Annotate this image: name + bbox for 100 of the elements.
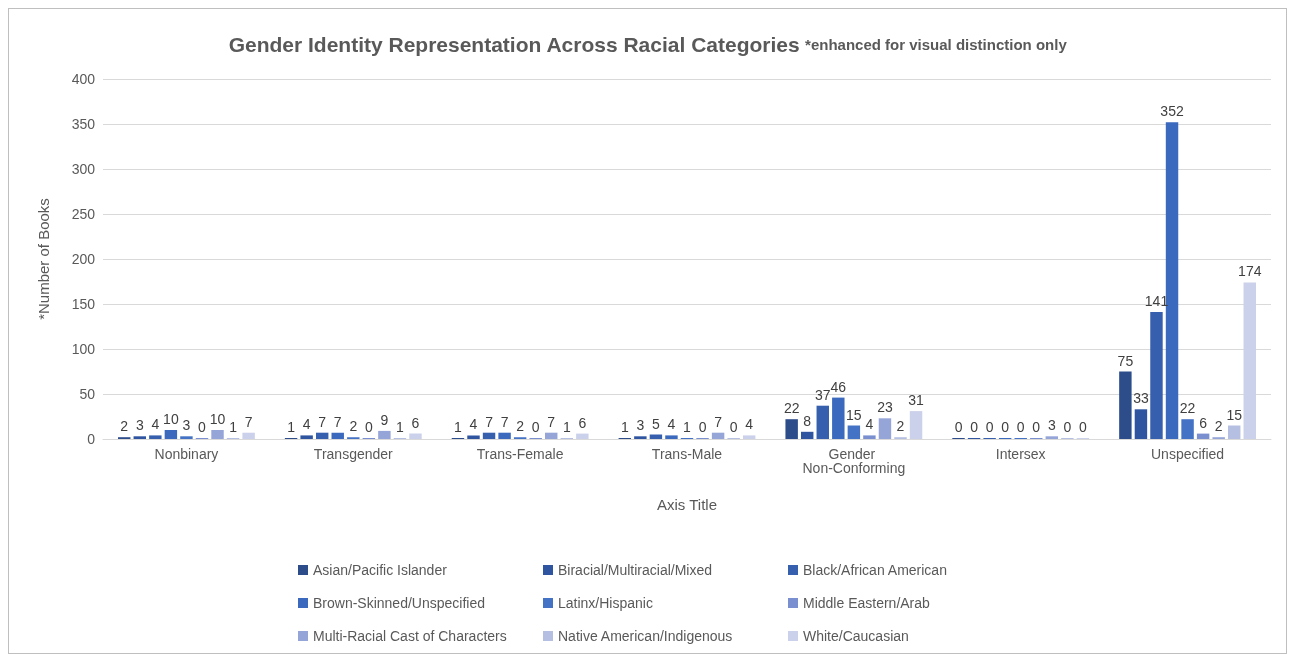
bar: [909, 411, 923, 439]
data-label: 9: [380, 411, 389, 428]
bar: [1228, 425, 1241, 439]
bar: [149, 435, 162, 439]
bar: [800, 431, 814, 439]
chart-subtitle: *enhanced for visual distinction only: [805, 36, 1068, 53]
chart-title: Gender Identity Representation Across Racial Categories: [228, 33, 800, 56]
bar: [785, 419, 798, 439]
data-label: 1: [562, 419, 571, 435]
data-label: 1: [620, 419, 629, 435]
legend-label: Native American/Indigenous: [558, 628, 733, 644]
bar: [1045, 436, 1059, 439]
data-label: 5: [652, 415, 661, 432]
data-label: 1: [229, 419, 238, 435]
bar: [315, 432, 329, 439]
data-label: 0: [729, 419, 738, 435]
bar: [1119, 371, 1132, 439]
legend-label: Black/African American: [803, 562, 947, 578]
data-label: 6: [578, 414, 587, 431]
legend-label: Latinx/Hispanic: [558, 595, 653, 611]
y-tick-label: 50: [79, 386, 96, 402]
data-label: 10: [209, 411, 226, 427]
data-label: 3: [1047, 417, 1056, 434]
data-label: 1: [454, 419, 463, 435]
bar: [1196, 433, 1210, 439]
bar: [482, 432, 496, 439]
data-label: 0: [1079, 419, 1088, 435]
x-axis-title: Axis Title: [656, 496, 718, 513]
data-label: 15: [1226, 406, 1243, 423]
data-label: 0: [970, 419, 979, 435]
data-label: 0: [698, 419, 707, 435]
data-label: 75: [1117, 352, 1134, 369]
bar: [331, 432, 344, 439]
x-tick-label: Trans-Female: [476, 446, 564, 462]
x-tick-label: Nonbinary: [154, 446, 219, 462]
x-tick-label: Intersex: [995, 446, 1046, 462]
bar: [378, 430, 391, 439]
data-label: 7: [547, 413, 556, 430]
bar: [576, 433, 589, 439]
bar: [1181, 419, 1194, 439]
data-label: 2: [516, 418, 525, 435]
x-tick-label: Unspecified: [1150, 446, 1225, 462]
data-label: 6: [411, 414, 420, 431]
legend-label: Middle Eastern/Arab: [803, 595, 931, 611]
data-label: 0: [531, 419, 540, 435]
data-label: 3: [636, 417, 645, 434]
y-tick-label: 300: [71, 161, 96, 177]
data-label: 4: [302, 416, 311, 433]
bar: [133, 436, 146, 439]
bar: [1243, 282, 1256, 439]
x-tick-label: Trans-Male: [651, 446, 723, 462]
bar: [211, 430, 224, 439]
bar: [180, 436, 193, 439]
data-label: 2: [896, 418, 905, 435]
bar: [878, 418, 892, 439]
x-tick-label: Transgender: [313, 446, 394, 462]
data-label: 33: [1133, 390, 1149, 407]
data-label: 0: [1001, 419, 1010, 435]
bar: [467, 435, 480, 439]
bar: [498, 432, 511, 439]
data-label: 3: [135, 417, 144, 434]
y-tick-label: 100: [71, 341, 96, 357]
data-label: 4: [151, 416, 160, 433]
y-tick-label: 250: [71, 206, 96, 222]
data-label: 0: [1032, 419, 1041, 435]
data-label: 2: [349, 418, 358, 435]
bar: [164, 430, 178, 439]
y-tick-label: 0: [87, 431, 96, 447]
data-label: 0: [198, 419, 207, 435]
legend-label: Brown-Skinned/Unspecified: [313, 595, 485, 611]
data-label: 1: [396, 419, 405, 435]
data-label: 2: [1214, 418, 1223, 435]
bar: [634, 436, 647, 439]
bar: [711, 432, 725, 439]
data-label: 1: [287, 419, 296, 435]
bar: [300, 435, 313, 439]
data-label: 0: [1016, 419, 1025, 435]
bar: [242, 432, 255, 439]
data-label: 7: [714, 413, 723, 430]
data-label: 15: [846, 406, 862, 423]
data-label: 3: [182, 417, 191, 434]
data-label: 6: [1199, 414, 1208, 431]
data-label: 2: [120, 418, 129, 435]
legend-label: Biracial/Multiracial/Mixed: [558, 562, 713, 578]
data-label: 1: [683, 419, 692, 435]
data-label: 174: [1238, 263, 1262, 280]
bar: [863, 435, 876, 439]
data-label: 22: [783, 400, 800, 417]
data-label: 10: [163, 411, 179, 427]
data-label: 8: [803, 412, 812, 429]
data-label: 37: [814, 386, 831, 403]
data-label: 46: [830, 378, 847, 395]
data-label: 4: [469, 416, 478, 433]
bar: [816, 405, 829, 439]
bar: [742, 435, 756, 439]
data-label: 23: [877, 399, 893, 416]
data-label: 0: [1063, 419, 1072, 435]
data-label: 4: [667, 416, 676, 433]
legend-label: Multi-Racial Cast of Characters: [313, 628, 507, 644]
bar: [545, 432, 558, 439]
